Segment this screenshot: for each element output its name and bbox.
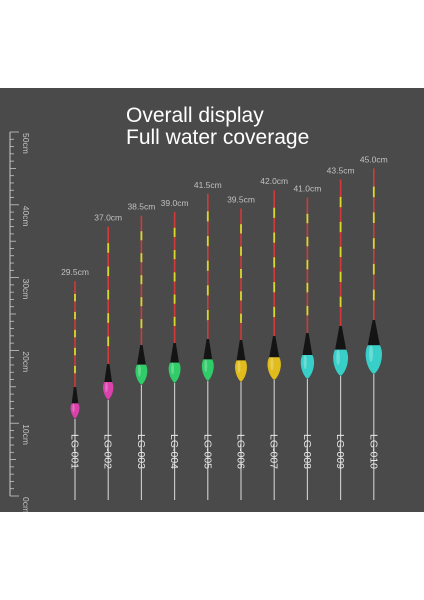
float-body-highlight bbox=[303, 355, 307, 369]
float-collar bbox=[269, 336, 280, 358]
float-body-highlight bbox=[369, 345, 374, 362]
float-collar bbox=[104, 364, 113, 382]
ruler-label: 40cm bbox=[21, 206, 31, 227]
float-body-highlight bbox=[72, 403, 75, 413]
float-body bbox=[102, 382, 114, 400]
float-model-label: LG-001 bbox=[69, 434, 81, 469]
float-model-label: LG-006 bbox=[235, 434, 247, 469]
float-lineup-graphic: 50cm 40cm 30cm 20cm 10cm 0cm 29.5cm LG-001 37.0c… bbox=[9, 131, 388, 512]
float-collar bbox=[335, 326, 347, 350]
float-model-label: LG-004 bbox=[168, 434, 180, 469]
float-body bbox=[201, 359, 214, 381]
float-model-label: LG-002 bbox=[102, 434, 114, 469]
float-length-label: 39.5cm bbox=[227, 194, 255, 204]
ruler-label: 10cm bbox=[21, 424, 31, 445]
float-collar bbox=[302, 333, 313, 355]
float-body-highlight bbox=[171, 362, 175, 375]
float-body-highlight bbox=[105, 382, 108, 393]
float-model-label: LG-007 bbox=[268, 434, 280, 469]
float-body-highlight bbox=[237, 360, 241, 374]
ruler-label: 50cm bbox=[21, 133, 31, 154]
float-comparison-panel: Overall display Full water coverage 50cm… bbox=[0, 88, 424, 512]
float-collar bbox=[71, 387, 79, 404]
float-length-label: 41.0cm bbox=[293, 184, 321, 194]
float-length-label: 42.0cm bbox=[260, 176, 288, 186]
float-length-label: 29.5cm bbox=[61, 267, 89, 277]
float-body-highlight bbox=[336, 349, 340, 365]
float-length-label: 38.5cm bbox=[127, 202, 155, 212]
float-collar bbox=[367, 320, 380, 346]
float-body bbox=[365, 345, 382, 374]
float-length-label: 37.0cm bbox=[94, 213, 122, 223]
float-body bbox=[168, 362, 181, 383]
float-collar bbox=[137, 345, 146, 365]
float-model-label: LG-008 bbox=[301, 434, 313, 469]
float-body-highlight bbox=[270, 357, 274, 371]
float-body bbox=[333, 349, 349, 376]
float-collar bbox=[203, 339, 213, 360]
float-body-highlight bbox=[204, 359, 208, 373]
float-model-label: LG-005 bbox=[201, 434, 213, 469]
float-body bbox=[267, 357, 281, 380]
float-body bbox=[300, 355, 315, 379]
float-body-highlight bbox=[137, 364, 141, 377]
float-body bbox=[235, 360, 247, 382]
float-length-label: 39.0cm bbox=[161, 198, 189, 208]
float-model-label: LG-009 bbox=[334, 434, 346, 469]
ruler-label: 0cm bbox=[21, 497, 31, 512]
heading-line-1: Overall display bbox=[126, 104, 264, 127]
float-length-label: 41.5cm bbox=[194, 180, 222, 190]
ruler-label: 20cm bbox=[21, 351, 31, 372]
float-model-label: LG-010 bbox=[367, 434, 379, 469]
float-collar bbox=[236, 340, 246, 361]
heading-line-2: Full water coverage bbox=[126, 126, 310, 149]
float-length-label: 43.5cm bbox=[327, 165, 355, 175]
float-body bbox=[70, 403, 80, 419]
float-collar bbox=[170, 343, 179, 363]
float-body bbox=[135, 364, 148, 385]
float-model-label: LG-003 bbox=[135, 434, 147, 469]
float-length-label: 45.0cm bbox=[360, 154, 388, 164]
ruler-label: 30cm bbox=[21, 279, 31, 300]
